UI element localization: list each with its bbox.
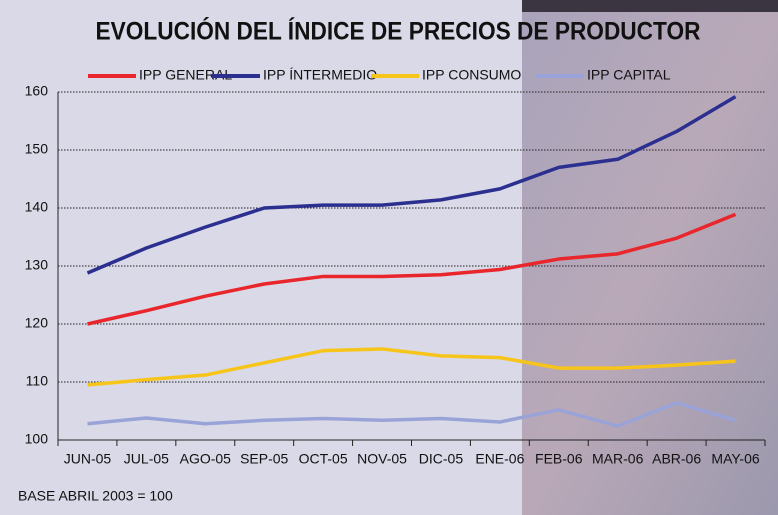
series-line bbox=[87, 212, 737, 326]
chart-title: EVOLUCIÓN DEL ÍNDICE DE PRECIOS DE PRODU… bbox=[96, 16, 701, 46]
y-tick-label: 150 bbox=[25, 141, 49, 157]
y-tick-label: 120 bbox=[25, 315, 49, 331]
legend-label: IPP CONSUMO bbox=[422, 67, 521, 83]
y-tick-label: 160 bbox=[25, 83, 49, 99]
x-tick-label: NOV-05 bbox=[357, 451, 407, 467]
y-tick-label: 130 bbox=[25, 257, 49, 273]
x-tick-label: ENE-06 bbox=[475, 451, 524, 467]
x-tick-label: AGO-05 bbox=[180, 451, 232, 467]
y-tick-label: 110 bbox=[26, 373, 49, 389]
x-tick-label: SEP-05 bbox=[240, 451, 288, 467]
x-tick-label: FEB-06 bbox=[535, 451, 583, 467]
x-tick-label: JUN-05 bbox=[64, 451, 112, 467]
x-tick-label: ABR-06 bbox=[652, 451, 701, 467]
note: BASE ABRIL 2003 = 100 bbox=[18, 488, 173, 504]
photo-top bbox=[522, 0, 778, 12]
x-tick-label: OCT-05 bbox=[299, 451, 348, 467]
y-tick-label: 100 bbox=[25, 431, 49, 447]
legend-label: IPP CAPITAL bbox=[587, 67, 671, 83]
x-tick-label: MAY-06 bbox=[711, 451, 759, 467]
series-line bbox=[86, 95, 737, 275]
x-tick-label: MAR-06 bbox=[592, 451, 644, 467]
y-tick-label: 140 bbox=[25, 199, 49, 215]
legend-label: IPP GENERAL bbox=[139, 67, 232, 83]
x-tick-label: JUL-05 bbox=[124, 451, 169, 467]
legend-label: IPP ÍNTERMEDIO bbox=[263, 67, 377, 83]
x-tick-label: DIC-05 bbox=[419, 451, 464, 467]
series-line bbox=[87, 401, 737, 428]
series-line bbox=[87, 347, 736, 387]
